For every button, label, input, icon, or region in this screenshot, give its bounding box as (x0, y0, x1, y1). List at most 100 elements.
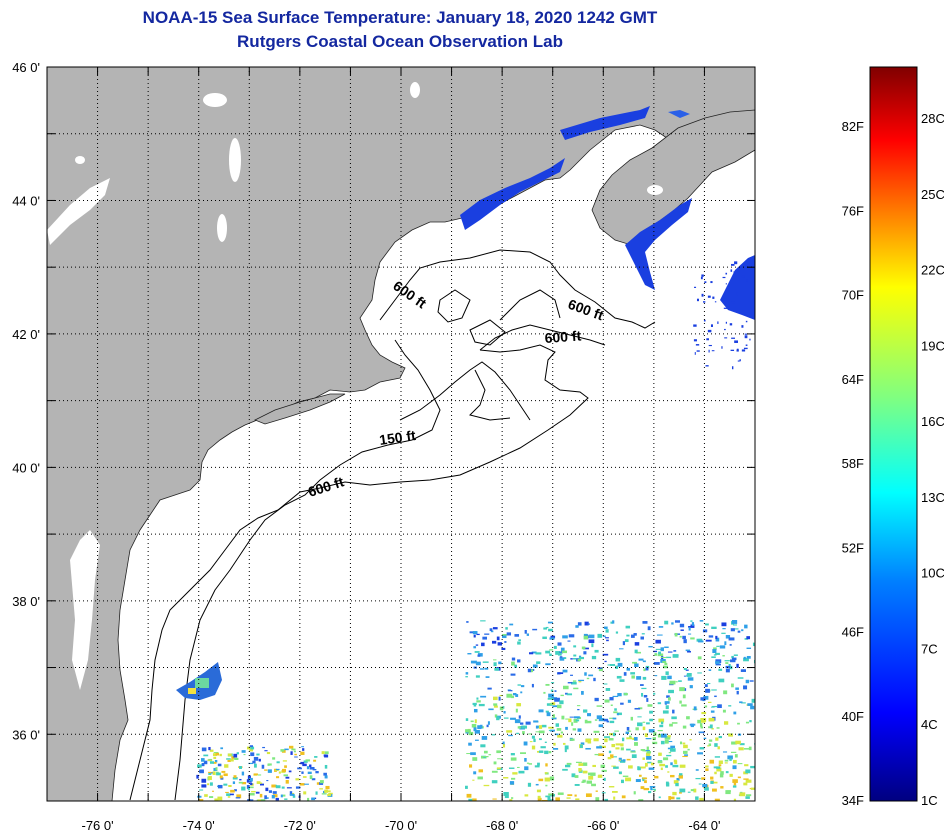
sst-pixel (511, 661, 515, 666)
sst-pixel (300, 751, 305, 755)
sst-pixel (215, 752, 219, 756)
sst-pixel (638, 774, 642, 777)
sst-pixel (548, 693, 554, 698)
sst-pixel (652, 788, 656, 791)
sst-pixel (708, 726, 712, 729)
sst-pixel (725, 790, 731, 795)
sst-pixel (490, 630, 494, 633)
sst-pixel (735, 687, 739, 690)
sst-pixel (648, 645, 653, 648)
sst-pixel (198, 799, 204, 801)
sst-pixel (694, 286, 697, 288)
sst-pixel (224, 764, 229, 768)
sst-pixel (732, 765, 737, 770)
sst-pixel (496, 767, 501, 770)
sst-pixel (665, 705, 669, 710)
sst-pixel (609, 664, 615, 666)
sst-pixel (613, 766, 619, 769)
latitude-tick-label: 36 0' (12, 727, 40, 742)
sst-pixel (201, 747, 207, 752)
sst-pixel (537, 795, 541, 799)
sst-pixel (724, 641, 727, 646)
sst-pixel (248, 799, 254, 801)
sst-pixel (655, 639, 661, 644)
sst-pixel (715, 652, 720, 655)
sst-pixel (563, 657, 567, 660)
sst-pixel (551, 697, 558, 700)
sst-pixel (657, 702, 662, 705)
sst-pixel (727, 755, 733, 760)
sst-pixel (313, 759, 317, 762)
colorbar-c-label: 10C (921, 566, 944, 581)
sst-pixel (573, 645, 577, 648)
sst-pixel (746, 647, 752, 649)
sst-pixel (583, 651, 587, 655)
sst-pixel (478, 769, 484, 773)
sst-pixel (504, 641, 507, 643)
sst-pixel (699, 747, 705, 750)
sst-pixel (533, 720, 539, 723)
sst-pixel (574, 784, 580, 786)
axis-ticks (47, 67, 755, 801)
sst-pixel (529, 741, 533, 743)
sst-pixel (506, 730, 513, 733)
sst-pixel (705, 623, 709, 626)
sst-pixel (598, 753, 604, 756)
longitude-tick-label: -76 0' (82, 818, 114, 832)
sst-pixel (641, 687, 647, 690)
sst-pixel (484, 633, 490, 635)
sst-pixel (254, 763, 257, 768)
sst-pixel (618, 759, 621, 761)
sst-pixel (646, 746, 649, 750)
sst-pixel (524, 629, 527, 634)
sst-pixel (630, 716, 634, 721)
sst-pixel (710, 781, 714, 784)
sst-pixel (720, 786, 724, 789)
sst-pixel (259, 783, 264, 786)
sst-pixel (302, 776, 307, 778)
sst-pixel (581, 781, 585, 783)
sst-data-patches (176, 106, 755, 700)
sst-pixel (600, 745, 606, 748)
sst-pixel (697, 752, 703, 755)
sst-pixel (610, 621, 613, 624)
sst-pixel (661, 675, 667, 680)
sst-pixel (711, 656, 716, 658)
sst-pixel (744, 333, 748, 335)
sst-pixel (297, 767, 302, 770)
sst-pixel (643, 668, 646, 672)
sst-pixel (705, 765, 709, 768)
sst-pixel (328, 792, 333, 795)
sst-pixel (212, 790, 215, 792)
sst-pixel (701, 293, 704, 297)
sst-pixel (575, 761, 582, 763)
sst-pixel (629, 735, 632, 739)
sst-pixel (603, 683, 608, 685)
sst-pixel (639, 766, 646, 769)
sst-pixel (604, 736, 610, 738)
sst-pixel (664, 620, 669, 625)
sst-pixel (547, 697, 554, 700)
sst-pixel (501, 647, 506, 650)
sst-pixel (700, 276, 703, 280)
sst-pixel (295, 778, 300, 781)
longitude-tick-label: -66 0' (587, 818, 619, 832)
sst-pixel (674, 620, 680, 623)
sst-pixel (602, 653, 609, 656)
sst-pixel (604, 637, 609, 639)
contour-150ft (174, 339, 441, 801)
sst-pixel (658, 752, 662, 756)
sst-pixel (630, 634, 635, 638)
contour-600ft-gulf (379, 249, 656, 329)
sst-pixel (281, 794, 286, 797)
sst-pixel (551, 702, 556, 706)
sst-pixel (612, 790, 618, 793)
sst-pixel (472, 779, 475, 781)
sst-pixel (289, 791, 293, 796)
sst-pixel (605, 687, 611, 691)
colorbar-f-label: 82F (842, 119, 864, 134)
sst-pixel (570, 658, 573, 660)
sst-pixel (470, 660, 477, 664)
sst-pixel (239, 778, 242, 781)
sst-pixel (695, 769, 699, 771)
